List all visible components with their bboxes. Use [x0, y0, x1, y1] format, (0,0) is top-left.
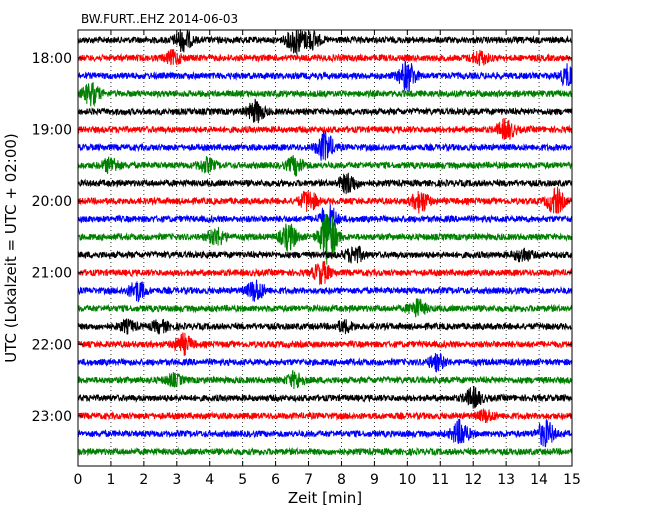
trace-2000	[77, 186, 573, 214]
x-tick-label: 1	[106, 472, 115, 488]
y-tick-label: 23:00	[32, 409, 72, 425]
trace-2230	[77, 370, 573, 390]
trace-2045	[77, 245, 573, 264]
x-tick-label: 2	[139, 472, 148, 488]
x-tick-label: 7	[304, 472, 313, 488]
trace-2100	[77, 260, 573, 285]
trace-2130	[77, 298, 573, 318]
trace-2015	[77, 204, 573, 237]
y-tick-label: 22:00	[32, 337, 72, 353]
x-tick-label: 10	[398, 472, 416, 488]
trace-1745	[77, 29, 573, 55]
trace-2030	[77, 213, 573, 265]
chart-title: BW.FURT..EHZ 2014-06-03	[81, 12, 239, 26]
x-tick-label: 14	[530, 472, 548, 488]
trace-2315	[77, 418, 573, 448]
y-tick-label: 20:00	[32, 194, 72, 210]
trace-1930	[77, 155, 573, 177]
plot-frame	[77, 29, 573, 467]
trace-1830	[77, 82, 573, 107]
y-tick-label: 19:00	[32, 123, 72, 139]
y-tick-label: 21:00	[32, 266, 72, 282]
trace-1800	[77, 48, 573, 67]
x-tick-label: 12	[464, 472, 482, 488]
trace-2200	[77, 332, 573, 356]
x-axis-label: Zeit [min]	[288, 489, 362, 507]
x-tick-label: 4	[205, 472, 214, 488]
trace-1915	[77, 130, 573, 161]
y-tick-label: 18:00	[32, 51, 72, 67]
x-tick-label: 11	[431, 472, 449, 488]
x-tick-label: 3	[172, 472, 181, 488]
trace-2245	[77, 385, 573, 409]
trace-1945	[77, 172, 573, 195]
trace-2145	[77, 318, 573, 335]
trace-1815	[77, 59, 573, 92]
trace-1845	[77, 98, 573, 124]
trace-1900	[77, 117, 573, 140]
x-tick-label: 6	[271, 472, 280, 488]
trace-2300	[77, 407, 573, 424]
y-axis-label: UTC (Lokalzeit = UTC + 02:00)	[2, 133, 20, 363]
x-tick-label: 9	[370, 472, 379, 488]
trace-2215	[77, 352, 573, 373]
x-tick-label: 13	[497, 472, 515, 488]
x-tick-label: 15	[563, 472, 581, 488]
x-tick-label: 0	[74, 472, 83, 488]
x-tick-label: 5	[238, 472, 247, 488]
trace-2330	[77, 446, 573, 457]
x-tick-label: 8	[337, 472, 346, 488]
trace-2115	[77, 279, 573, 303]
